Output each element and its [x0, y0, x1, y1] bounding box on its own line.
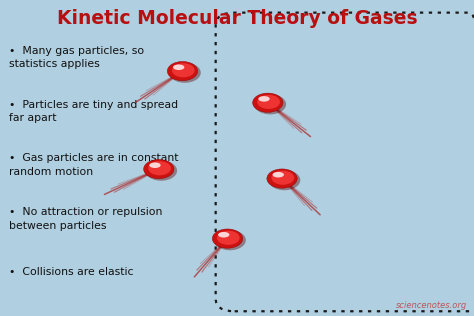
Ellipse shape — [272, 171, 294, 185]
Text: sciencenotes.org: sciencenotes.org — [396, 301, 467, 310]
Ellipse shape — [268, 170, 301, 190]
Ellipse shape — [148, 161, 171, 175]
Ellipse shape — [254, 94, 286, 114]
Ellipse shape — [218, 232, 229, 238]
Text: •  Gas particles are in constant
random motion: • Gas particles are in constant random m… — [9, 153, 179, 177]
Ellipse shape — [212, 229, 243, 248]
Ellipse shape — [273, 172, 284, 178]
Ellipse shape — [145, 161, 177, 181]
Text: •  No attraction or repulsion
between particles: • No attraction or repulsion between par… — [9, 207, 163, 231]
Ellipse shape — [258, 96, 270, 102]
Text: •  Collisions are elastic: • Collisions are elastic — [9, 267, 134, 277]
Text: Kinetic Molecular Theory of Gases: Kinetic Molecular Theory of Gases — [57, 9, 417, 28]
Ellipse shape — [144, 160, 174, 179]
Ellipse shape — [253, 93, 283, 112]
Ellipse shape — [214, 230, 246, 250]
Ellipse shape — [257, 95, 280, 109]
Ellipse shape — [169, 63, 201, 83]
Text: •  Particles are tiny and spread
far apart: • Particles are tiny and spread far apar… — [9, 100, 179, 123]
Ellipse shape — [149, 162, 161, 168]
Text: •  Many gas particles, so
statistics applies: • Many gas particles, so statistics appl… — [9, 46, 145, 70]
Ellipse shape — [167, 62, 198, 81]
Ellipse shape — [217, 231, 240, 245]
Ellipse shape — [172, 63, 195, 77]
Ellipse shape — [173, 64, 184, 70]
Ellipse shape — [267, 169, 297, 188]
